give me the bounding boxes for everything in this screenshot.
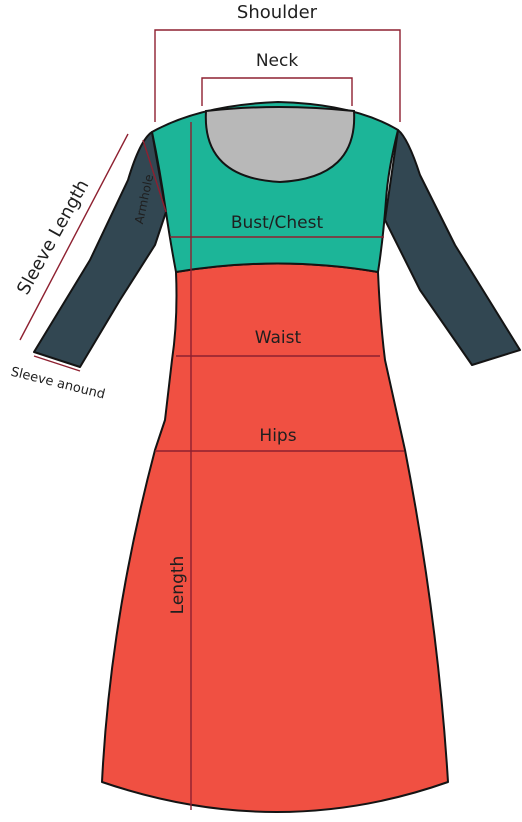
bust-chest-label: Bust/Chest (231, 213, 324, 233)
sleeve-around-line (33, 355, 81, 372)
neck-bracket (201, 77, 353, 106)
hips-label: Hips (259, 426, 296, 446)
shoulder-label: Shoulder (237, 2, 318, 23)
left-sleeve (33, 131, 167, 368)
sleeve-length-line (19, 133, 129, 341)
sleeve-around-label: Sleeve anound (9, 365, 106, 403)
neck-opening (204, 106, 356, 184)
armhole-line (142, 139, 167, 213)
shoulder-bracket (154, 29, 401, 122)
waist-label: Waist (255, 328, 302, 348)
length-label: Length (168, 556, 188, 615)
neck-label: Neck (256, 51, 299, 71)
measurement-lines (19, 29, 404, 810)
right-sleeve (384, 129, 521, 366)
